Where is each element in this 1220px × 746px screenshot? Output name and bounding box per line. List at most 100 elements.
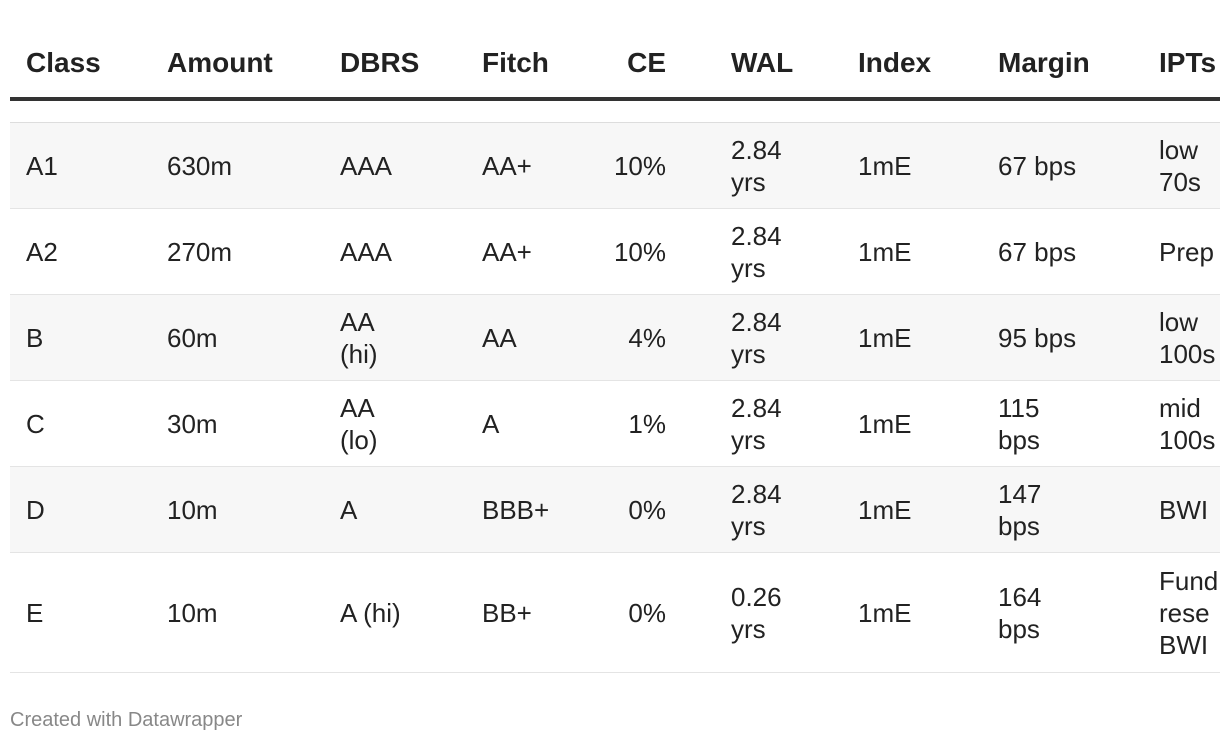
cell-text: 1mE xyxy=(858,494,912,525)
table-cell: 10% xyxy=(586,123,666,208)
cell-text: AA xyxy=(482,322,517,353)
table-cell: 1mE xyxy=(858,467,968,552)
table-cell: 2.84 yrs xyxy=(731,467,793,552)
table-row: A1 630m AAA AA+ 10% 2.84 yrs 1mE 67 bps low 70s xyxy=(10,123,1220,209)
table-cell: 2.84 yrs xyxy=(731,381,793,466)
cell-text: 1mE xyxy=(858,408,912,439)
column-header: Margin xyxy=(998,47,1090,78)
cell-text: AA (lo) xyxy=(340,392,378,455)
table-cell: 1mE xyxy=(858,381,968,466)
column-header: Fitch xyxy=(482,47,549,78)
table-cell: 0% xyxy=(586,467,666,552)
table-cell: C xyxy=(26,381,146,466)
cell-text: D xyxy=(26,494,45,525)
cell-text: 164 bps xyxy=(998,581,1042,644)
table-cell: 270m xyxy=(167,209,317,294)
table-cell: 10% xyxy=(586,209,666,294)
cell-text: A1 xyxy=(26,150,58,181)
table-cell: 147 bps xyxy=(998,467,1088,552)
table-cell: 10m xyxy=(167,467,317,552)
table-cell: A2 xyxy=(26,209,146,294)
column-header: Index xyxy=(858,47,932,78)
table-cell: 115 bps xyxy=(998,381,1088,466)
cell-text: C xyxy=(26,408,45,439)
cell-text: 10m xyxy=(167,597,218,628)
cell-text: 30m xyxy=(167,408,218,439)
table-cell: 1mE xyxy=(858,123,968,208)
footer: Created with Datawrapper xyxy=(10,709,243,731)
table-cell: 4% xyxy=(586,295,666,380)
cell-text: 0% xyxy=(628,597,666,628)
cell-text: 147 bps xyxy=(998,478,1042,541)
cell-text: 115 bps xyxy=(998,392,1040,455)
table-cell: 2.84 yrs xyxy=(731,295,793,380)
body-top-rule xyxy=(10,122,1220,123)
table-cell: 67 bps xyxy=(998,123,1088,208)
cell-text: 2.84 yrs xyxy=(731,220,782,283)
table-cell: 10m xyxy=(167,553,317,672)
column-header: DBRS xyxy=(340,47,420,78)
cell-text: A (hi) xyxy=(340,597,401,628)
cell-text: 1mE xyxy=(858,597,912,628)
table-row: B 60m AA (hi) AA 4% 2.84 yrs 1mE 95 bps low 100s xyxy=(10,295,1220,381)
cell-text: 2.84 yrs xyxy=(731,306,782,369)
table-cell: AA+ xyxy=(482,209,592,294)
table-cell: AA+ xyxy=(482,123,592,208)
cell-text: 1mE xyxy=(858,236,912,267)
table-cell: 67 bps xyxy=(998,209,1088,294)
table-row: C 30m AA (lo) A 1% 2.84 yrs 1mE 115 bps mid 100s xyxy=(10,381,1220,467)
cell-text: BWI xyxy=(1159,494,1209,525)
table-row: E 10m A (hi) BB+ 0% 0.26 yrs 1mE 164 bps Fund re… xyxy=(10,553,1220,673)
table-cell: BB+ xyxy=(482,553,592,672)
cell-text: 630m xyxy=(167,150,233,181)
table-row: A2 270m AAA AA+ 10% 2.84 yrs 1mE 67 bps Prep xyxy=(10,209,1220,295)
cell-text: 10% xyxy=(613,236,666,267)
cell-text: 1% xyxy=(628,408,666,439)
cell-text: low 70s xyxy=(1159,134,1201,197)
table-cell: 164 bps xyxy=(998,553,1088,672)
table-cell: Prep xyxy=(1159,209,1217,294)
table-cell: 95 bps xyxy=(998,295,1088,380)
table-row: D 10m A BBB+ 0% 2.84 yrs 1mE 147 bps BWI xyxy=(10,467,1220,553)
table-cell: D xyxy=(26,467,146,552)
table-cell: 0% xyxy=(586,553,666,672)
table-cell: 1mE xyxy=(858,209,968,294)
table-cell: low 100s xyxy=(1159,295,1217,380)
table-cell: mid 100s xyxy=(1159,381,1217,466)
cell-text: BB+ xyxy=(482,597,532,628)
table-cell: low 70s xyxy=(1159,123,1217,208)
cell-text: 67 bps xyxy=(998,236,1077,267)
table-cell: AAA xyxy=(340,123,410,208)
cell-text: A xyxy=(482,408,500,439)
cell-text: 60m xyxy=(167,322,218,353)
column-header: WAL xyxy=(731,47,794,78)
table-cell: A1 xyxy=(26,123,146,208)
table-cell: AAA xyxy=(340,209,410,294)
table-cell: AA xyxy=(482,295,592,380)
table-cell: BBB+ xyxy=(482,467,592,552)
table-cell: 1mE xyxy=(858,553,968,672)
cell-text: 1mE xyxy=(858,150,912,181)
cell-text: E xyxy=(26,597,44,628)
column-header: Class xyxy=(26,47,101,78)
table-cell: BWI xyxy=(1159,467,1217,552)
cell-text: 95 bps xyxy=(998,322,1077,353)
cell-text: B xyxy=(26,322,44,353)
table-cell: AA (hi) xyxy=(340,295,410,380)
cell-text: 10m xyxy=(167,494,218,525)
header-rule xyxy=(10,97,1220,101)
cell-text: 10% xyxy=(613,150,666,181)
cell-text: AA (hi) xyxy=(340,306,378,369)
cell-text: 67 bps xyxy=(998,150,1077,181)
cell-text: BBB+ xyxy=(482,494,550,525)
cell-text: Fund rese BWI xyxy=(1159,565,1219,660)
cell-text: low 100s xyxy=(1159,306,1216,369)
cell-text: AAA xyxy=(340,236,393,267)
table-cell: 0.26 yrs xyxy=(731,553,793,672)
cell-text: AA+ xyxy=(482,150,532,181)
table-cell: A xyxy=(482,381,592,466)
cell-text: AA+ xyxy=(482,236,532,267)
cell-text: AAA xyxy=(340,150,393,181)
cell-text: 4% xyxy=(628,322,666,353)
